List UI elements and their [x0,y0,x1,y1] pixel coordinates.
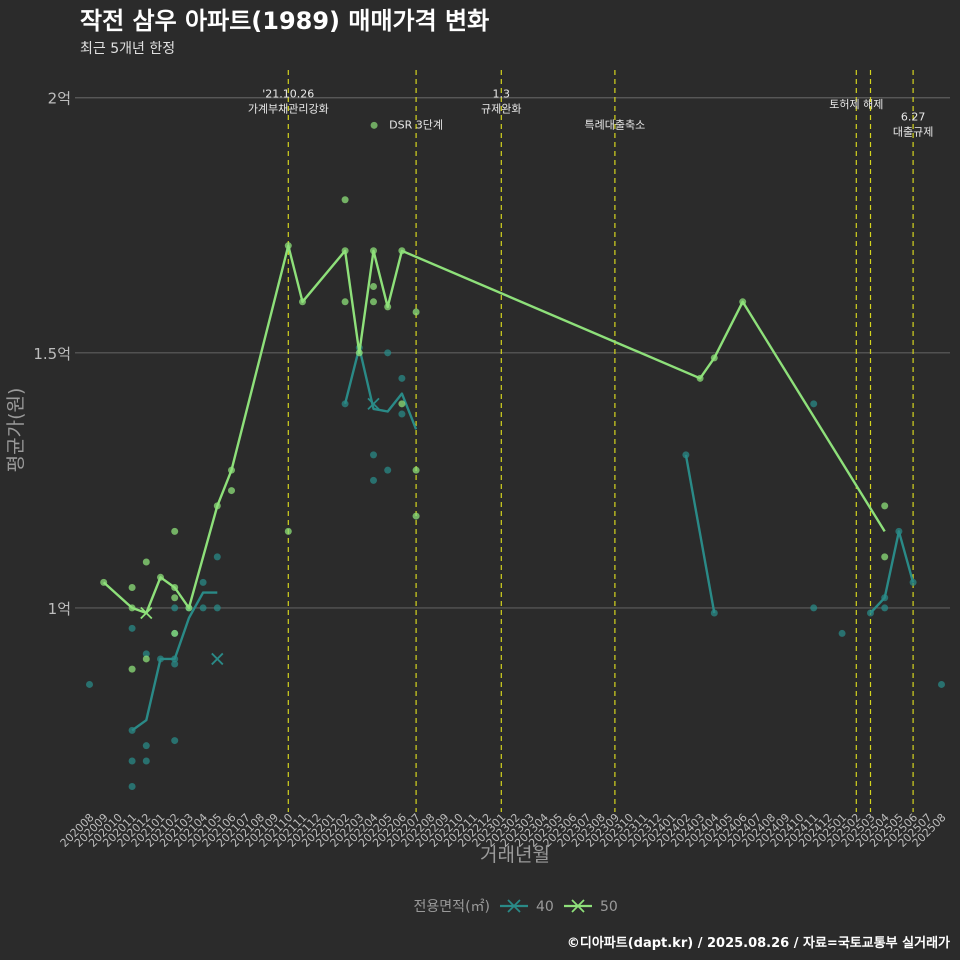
series-layer [86,196,945,790]
data-point-40 [384,349,392,357]
data-point-40 [213,553,221,561]
data-point-50 [881,553,889,561]
legend-key-50 [571,899,585,913]
data-point-40 [86,680,93,688]
data-point-40 [810,604,818,612]
data-point-40 [128,782,136,790]
y-tick-label: 1.5억 [33,345,71,363]
data-point-50 [284,527,292,535]
data-point-40 [938,680,945,688]
y-tick-label: 2억 [48,90,71,108]
data-point-50 [370,298,377,306]
event-label: 토허제 해제 [829,97,883,111]
event-label: 6.27 [901,111,926,124]
series-line-50 [102,244,886,615]
data-point-40 [341,400,349,408]
event-label: 대출규제 [893,126,933,139]
data-point-50 [228,487,235,495]
series-line-40 [684,454,716,614]
data-point-40 [213,604,221,612]
data-point-50 [412,512,420,520]
y-axis-title: 평균가(원) [5,388,27,473]
data-point-50 [128,665,136,673]
data-point-50 [370,282,377,290]
data-point-40 [810,400,818,408]
data-point-40 [384,466,392,474]
data-point-50 [398,400,406,408]
x-axis-title: 거래년월 [480,844,550,866]
event-label: 특례대출축소 [585,118,646,131]
caption: ©디아파트(dapt.kr) / 2025.08.26 / 자료=국토교통부 실… [567,935,950,951]
data-point-50 [412,466,420,474]
data-point-40 [881,604,889,612]
data-point-50 [142,655,150,663]
data-point-50 [171,594,179,602]
legend-key-40 [507,899,521,913]
data-point-50 [881,502,889,510]
legend-label-40: 40 [536,899,554,915]
data-point-40 [171,604,179,612]
y-tick-label: 1억 [48,600,71,618]
data-point-40 [199,578,207,586]
data-point-50 [128,584,136,592]
series-line-40 [131,591,218,732]
data-point-40 [142,742,150,750]
data-point-40 [142,757,150,765]
data-point-50 [341,196,349,204]
event-label: '21.10.26 [262,88,314,101]
event-label: 규제완화 [481,103,521,116]
series-line-40 [869,530,915,614]
chart-subtitle: 최근 5개년 한정 [80,41,175,57]
data-point-50 [142,558,150,566]
data-point-40 [199,604,207,612]
data-point-50 [341,298,349,306]
data-point-50 [412,308,420,316]
legend-title: 전용면적(㎡) [414,899,490,915]
data-point-40 [838,629,846,637]
event-label: 가계부채관리강화 [248,103,329,116]
cross-marker-40 [367,397,380,410]
legend: 전용면적(㎡) 40 50 [414,899,618,915]
event-label: DSR 3단계 [389,118,443,131]
data-point-40 [398,374,406,382]
data-point-40 [710,609,718,617]
data-point-40 [370,476,377,484]
axis-layer: 1억1.5억2억20200820200920201020201120201220… [33,90,948,850]
data-point-40 [370,451,377,459]
data-point-50 [171,629,179,637]
event-label: 1.3 [493,88,511,101]
series-line-40 [343,346,418,430]
grid-layer [75,97,950,609]
data-point-50 [171,527,179,535]
cross-marker-40 [211,652,224,666]
data-point-40 [398,410,406,418]
legend-label-50: 50 [600,899,618,915]
cross-marker-50 [140,606,153,620]
data-point-40 [171,660,179,668]
data-point-40 [128,624,136,632]
data-point-40 [142,650,150,658]
data-point-40 [171,737,179,745]
chart-title: 작전 삼우 아파트(1989) 매매가격 변화 [80,7,489,35]
data-point-40 [128,757,136,765]
data-point-40 [909,578,917,586]
event-marker-dot [370,121,378,129]
data-point-40 [682,451,690,459]
